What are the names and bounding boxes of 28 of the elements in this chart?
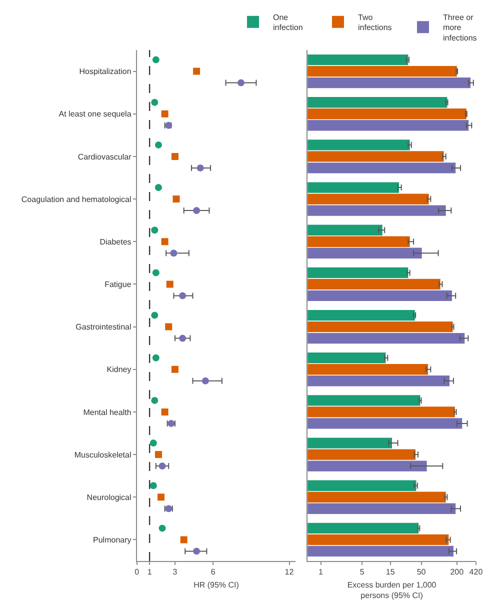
y-tick-label: Cardiovascular: [78, 152, 132, 162]
x-tick-label: 1: [147, 568, 152, 577]
x-tick-label: 6: [210, 568, 216, 577]
x-tick-label: 0: [134, 568, 140, 577]
x-tick-label: 3: [172, 568, 178, 577]
y-tick-label: Hospitalization: [79, 67, 132, 76]
y-tick-label: Musculoskeletal: [74, 450, 132, 460]
x-tick-label: 200: [450, 568, 464, 577]
y-tick-label: Gastrointestinal: [76, 322, 132, 332]
y-tick-label: At least one sequela: [58, 110, 132, 119]
y-tick-label: Mental health: [83, 408, 132, 417]
x-tick-label: 12: [284, 568, 294, 577]
x-tick-label: 50: [416, 568, 426, 577]
y-tick-label: Pulmonary: [93, 536, 132, 545]
y-tick-label: Kidney: [106, 365, 132, 374]
legend-label: Three or more infections: [443, 12, 477, 43]
x-tick-label: 420: [469, 568, 484, 577]
legend-label: Two infections: [358, 12, 392, 32]
legend-label: One infection: [273, 12, 303, 32]
x-tick-label: 15: [386, 568, 396, 577]
x-axis-title: Excess burden per 1,000 persons (95% CI): [347, 580, 437, 600]
y-tick-label: Neurological: [86, 492, 132, 502]
y-tick-label: Diabetes: [100, 237, 132, 246]
y-tick-label: Coagulation and hematological: [21, 194, 132, 204]
x-tick-label: 1: [318, 568, 324, 577]
x-axis-title: HR (95% CI): [194, 580, 240, 590]
y-tick-label: Fatigue: [104, 280, 132, 290]
x-tick-label: 5: [360, 568, 365, 577]
